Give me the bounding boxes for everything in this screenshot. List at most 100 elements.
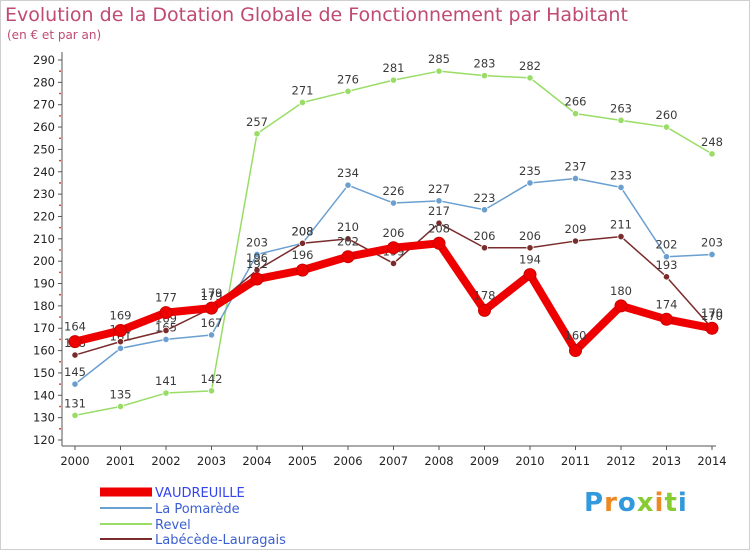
- data-label-revel: 283: [474, 57, 496, 71]
- x-tick-label: 2006: [333, 454, 362, 468]
- data-point-la-pomarede: [344, 181, 352, 189]
- data-point-vaudreuille: [68, 335, 82, 349]
- data-label-revel: 131: [64, 396, 86, 410]
- x-tick-label: 2009: [470, 454, 499, 468]
- data-point-revel: [526, 74, 534, 82]
- data-label-labecede-lauragais: 196: [246, 251, 268, 265]
- data-label-la-pomarede: 223: [474, 191, 496, 205]
- data-label-vaudreuille: 177: [155, 291, 177, 305]
- x-tick-label: 2001: [106, 454, 135, 468]
- y-minor-tick: [59, 405, 61, 408]
- y-tick-label: 140: [33, 388, 55, 402]
- data-label-labecede-lauragais: 193: [656, 258, 678, 272]
- data-point-labecede-lauragais: [480, 244, 489, 252]
- series-line-la-pomarede: [74, 177, 713, 385]
- logo-letter: i: [677, 488, 688, 518]
- data-point-revel: [389, 76, 398, 84]
- data-label-revel: 263: [610, 101, 632, 115]
- legend-label: VAUDREUILLE: [155, 486, 245, 501]
- data-point-labecede-lauragais: [116, 338, 125, 346]
- y-tick-label: 170: [33, 321, 55, 335]
- x-tick-label: 2002: [151, 454, 180, 468]
- x-tick-label: 2007: [379, 454, 408, 468]
- data-label-vaudreuille: 192: [246, 257, 268, 271]
- x-tick-label: 2005: [288, 454, 317, 468]
- data-point-revel: [435, 67, 443, 75]
- data-point-vaudreuille: [523, 268, 537, 282]
- data-label-revel: 266: [565, 95, 587, 109]
- data-label-vaudreuille: 206: [383, 226, 405, 240]
- data-label-labecede-lauragais: 179: [201, 289, 223, 303]
- y-tick-label: 150: [33, 366, 55, 380]
- legend-label: Labécède-Lauragais: [155, 533, 286, 548]
- data-point-revel: [662, 123, 671, 131]
- y-minor-tick: [59, 204, 61, 207]
- data-label-vaudreuille: 196: [292, 248, 314, 262]
- y-minor-tick: [59, 137, 61, 140]
- data-point-la-pomarede: [571, 174, 580, 183]
- x-tick-label: 2004: [242, 454, 271, 468]
- data-point-revel: [116, 402, 125, 411]
- data-point-vaudreuille: [478, 303, 491, 317]
- y-tick-label: 230: [33, 187, 55, 201]
- data-label-vaudreuille: 174: [656, 297, 678, 311]
- logo-letter: o: [617, 488, 637, 518]
- y-tick-label: 220: [33, 209, 55, 223]
- data-point-vaudreuille: [159, 306, 173, 320]
- x-tick-label: 2013: [652, 454, 681, 468]
- y-minor-tick: [59, 427, 61, 430]
- y-minor-tick: [59, 360, 61, 363]
- data-point-la-pomarede: [253, 250, 261, 259]
- data-label-la-pomarede: 203: [701, 235, 723, 249]
- data-label-vaudreuille: 170: [701, 306, 723, 320]
- data-point-revel: [571, 110, 580, 118]
- y-minor-tick: [59, 383, 61, 386]
- x-tick-label: 2000: [60, 454, 89, 468]
- x-tick-label: 2003: [197, 454, 226, 468]
- data-label-la-pomarede: 203: [246, 235, 268, 249]
- data-point-la-pomarede: [526, 179, 534, 187]
- data-point-la-pomarede: [617, 183, 625, 192]
- data-point-vaudreuille: [614, 299, 628, 313]
- data-point-revel: [207, 387, 216, 395]
- data-label-vaudreuille: 180: [610, 284, 632, 298]
- data-label-la-pomarede: 202: [656, 238, 678, 252]
- logo-letter: i: [654, 488, 665, 518]
- data-point-la-pomarede: [162, 335, 170, 344]
- x-tick-label: 2010: [515, 454, 544, 468]
- data-point-vaudreuille: [569, 344, 582, 358]
- data-point-la-pomarede: [389, 199, 398, 207]
- data-label-la-pomarede: 234: [337, 166, 359, 180]
- data-point-vaudreuille: [660, 312, 673, 326]
- legend-label: La Pomarède: [155, 502, 240, 517]
- data-point-la-pomarede: [662, 253, 671, 261]
- data-point-vaudreuille: [250, 272, 264, 286]
- data-label-la-pomarede: 145: [64, 365, 86, 379]
- data-label-labecede-lauragais: 206: [519, 229, 541, 243]
- y-tick-label: 160: [33, 344, 55, 358]
- data-label-vaudreuille: 160: [565, 329, 587, 343]
- logo-letter: r: [604, 488, 618, 518]
- data-label-vaudreuille: 194: [519, 253, 541, 267]
- data-label-revel: 281: [383, 61, 405, 75]
- data-point-revel: [617, 116, 625, 124]
- data-point-revel: [162, 389, 170, 397]
- chart-subtitle: (en € et par an): [7, 28, 102, 42]
- data-label-vaudreuille: 202: [337, 235, 359, 249]
- y-minor-tick: [59, 316, 61, 318]
- data-point-labecede-lauragais: [389, 259, 398, 268]
- x-tick-label: 2012: [606, 454, 635, 468]
- logo-letter: x: [636, 488, 655, 518]
- data-label-labecede-lauragais: 170: [701, 309, 723, 323]
- data-label-revel: 276: [337, 72, 359, 86]
- data-label-vaudreuille: 179: [201, 286, 223, 300]
- data-point-revel: [298, 98, 307, 107]
- data-point-labecede-lauragais: [526, 244, 534, 252]
- y-tick-label: 240: [33, 165, 55, 179]
- y-tick-label: 130: [33, 411, 55, 425]
- data-label-revel: 271: [292, 83, 314, 97]
- x-tick-label: 2014: [697, 454, 726, 468]
- y-minor-tick: [59, 182, 61, 184]
- data-label-revel: 285: [428, 52, 450, 66]
